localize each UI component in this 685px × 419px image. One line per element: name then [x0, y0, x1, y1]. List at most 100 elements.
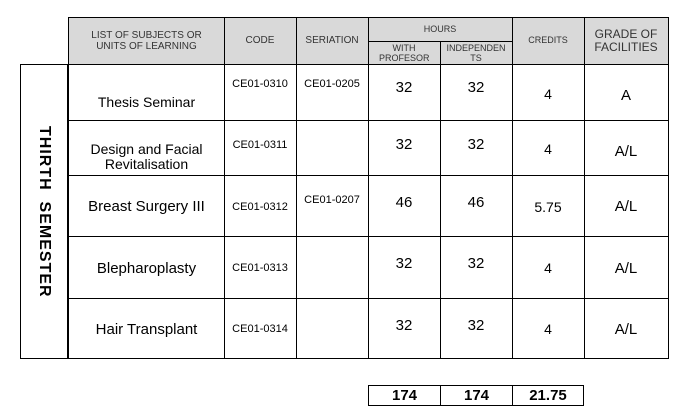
row-subject: Hair Transplant [69, 299, 224, 359]
row-code: CE01-0310 [224, 64, 296, 121]
grid-line [584, 17, 585, 359]
row-independents-text: 32 [467, 317, 485, 334]
total-independents: 174 [440, 385, 513, 406]
row-with-profesor-text: 32 [395, 79, 413, 96]
row-credits: 4 [512, 237, 584, 299]
grid-line [296, 17, 297, 359]
row-subject: Thesis Seminar [69, 64, 224, 121]
row-subject-text: Thesis Seminar [97, 93, 196, 110]
header-seriation-label: SERIATION [305, 35, 359, 46]
row-grade: A/L [584, 299, 668, 359]
row-subject-text: Blepharoplasty [96, 259, 197, 277]
row-grade: A/L [584, 121, 668, 176]
row-independents-text: 46 [467, 194, 485, 211]
row-independents: 32 [440, 121, 512, 176]
row-code-text: CE01-0314 [232, 323, 288, 335]
grid-line [20, 358, 669, 359]
row-subject: Blepharoplasty [69, 237, 224, 299]
total-with-profesor-text: 174 [391, 387, 418, 404]
row-with-profesor: 32 [368, 64, 440, 121]
row-independents: 32 [440, 299, 512, 359]
row-code-text: CE01-0312 [232, 200, 288, 213]
row-seriation-text: CE01-0207 [304, 194, 360, 206]
row-seriation [296, 121, 368, 176]
row-code: CE01-0314 [224, 299, 296, 359]
header-code: CODE [224, 17, 296, 64]
header-subjects: LIST OF SUBJECTS OR UNITS OF LEARNING [69, 17, 224, 64]
row-credits-text: 4 [544, 86, 552, 102]
row-code-text: CE01-0311 [232, 139, 288, 151]
header-with-profesor: WITH PROFESOR [368, 41, 440, 64]
row-seriation: CE01-0207 [296, 176, 368, 237]
row-code-text: CE01-0310 [232, 78, 288, 90]
row-grade-text: A/L [614, 143, 638, 160]
header-hours-label: HOURS [423, 23, 457, 34]
header-grade: GRADE OF FACILITIES [584, 17, 668, 64]
total-with-profesor: 174 [368, 385, 441, 406]
row-seriation-text: CE01-0205 [304, 78, 360, 90]
row-grade: A/L [584, 176, 668, 237]
row-with-profesor-text: 32 [395, 317, 413, 334]
row-credits-text: 4 [544, 260, 552, 276]
row-subject-text: Design and Facial Revitalisation [90, 140, 203, 172]
row-subject-text: Hair Transplant [95, 320, 198, 338]
row-grade: A/L [584, 237, 668, 299]
row-grade-text: A/L [614, 320, 638, 338]
row-with-profesor: 46 [368, 176, 440, 237]
total-credits: 21.75 [512, 385, 584, 406]
grid-line [20, 64, 669, 65]
row-code-text: CE01-0313 [232, 262, 288, 274]
header-independents-label: INDEPENDEN TS [446, 42, 506, 63]
row-credits-text: 5.75 [534, 198, 562, 215]
row-grade-text: A [620, 87, 631, 104]
header-subjects-label: LIST OF SUBJECTS OR UNITS OF LEARNING [91, 29, 202, 52]
row-independents: 32 [440, 237, 512, 299]
row-grade-text: A/L [614, 259, 638, 277]
row-credits: 4 [512, 299, 584, 359]
row-with-profesor-text: 32 [395, 136, 413, 153]
semester-cell: THIRTH SEMESTER [20, 64, 68, 359]
grid-line [440, 41, 441, 359]
grid-line [368, 17, 369, 359]
grid-line [68, 17, 69, 359]
row-with-profesor: 32 [368, 121, 440, 176]
row-independents-text: 32 [467, 136, 485, 153]
header-credits-label: CREDITS [528, 35, 568, 45]
header-hours: HOURS [368, 17, 512, 41]
row-independents: 46 [440, 176, 512, 237]
row-seriation [296, 299, 368, 359]
row-independents-text: 32 [467, 79, 485, 96]
grid-line [512, 17, 513, 359]
row-credits: 4 [512, 64, 584, 121]
row-subject: Breast Surgery III [69, 176, 224, 237]
row-with-profesor: 32 [368, 237, 440, 299]
total-credits-text: 21.75 [529, 387, 567, 404]
header-independents: INDEPENDEN TS [440, 41, 512, 64]
row-subject-text: Breast Surgery III [88, 198, 205, 215]
row-with-profesor-text: 32 [395, 255, 413, 272]
row-code: CE01-0311 [224, 121, 296, 176]
semester-label: THIRTH SEMESTER [36, 125, 53, 298]
row-grade: A [584, 64, 668, 121]
header-seriation: SERIATION [296, 17, 368, 64]
row-credits-text: 4 [544, 141, 552, 157]
header-code-label: CODE [245, 35, 275, 46]
row-code: CE01-0312 [224, 176, 296, 237]
row-subject: Design and Facial Revitalisation [69, 121, 224, 176]
row-with-profesor-text: 46 [395, 194, 413, 211]
header-grade-label: GRADE OF FACILITIES [594, 26, 658, 54]
grid-line [668, 17, 669, 359]
total-independents-text: 174 [463, 387, 490, 404]
row-grade-text: A/L [614, 198, 638, 215]
header-credits: CREDITS [512, 17, 584, 64]
row-code: CE01-0313 [224, 237, 296, 299]
row-with-profesor: 32 [368, 299, 440, 359]
row-independents: 32 [440, 64, 512, 121]
grid-line [224, 17, 225, 359]
row-credits: 5.75 [512, 176, 584, 237]
row-independents-text: 32 [467, 255, 485, 272]
row-seriation [296, 237, 368, 299]
header-with-profesor-label: WITH PROFESOR [379, 42, 430, 63]
row-seriation: CE01-0205 [296, 64, 368, 121]
row-credits: 4 [512, 121, 584, 176]
